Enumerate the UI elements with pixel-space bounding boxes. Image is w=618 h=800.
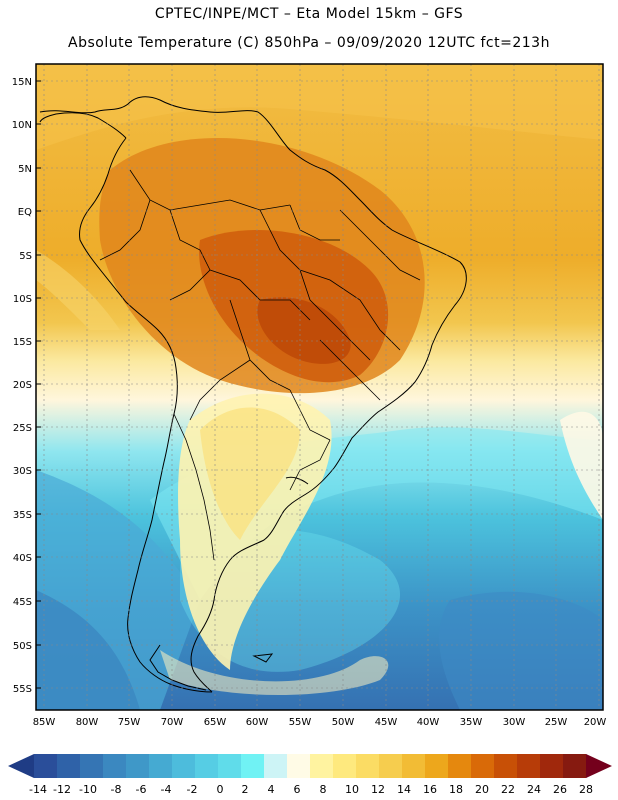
lon-label: 70W	[161, 717, 184, 728]
lat-label: EQ	[18, 207, 32, 218]
lon-label: 85W	[33, 717, 56, 728]
lat-label: 25S	[13, 423, 32, 434]
colorbar-label: 16	[423, 783, 437, 796]
colorbar-swatch	[402, 754, 426, 778]
colorbar-low-arrow	[8, 754, 34, 778]
colorbar-swatch	[425, 754, 449, 778]
title-line-1: CPTEC/INPE/MCT – Eta Model 15km – GFS	[154, 6, 464, 22]
colorbar-label: -4	[161, 783, 172, 796]
lon-label: 20W	[584, 717, 607, 728]
country-borders	[99, 169, 421, 561]
colorbar-swatch	[471, 754, 495, 778]
colorbar-label: 12	[371, 783, 385, 796]
colorbar-swatch	[103, 754, 127, 778]
lat-label: 45S	[13, 597, 32, 608]
colorbar-label: 22	[501, 783, 515, 796]
lat-label: 50S	[13, 641, 32, 652]
lat-label: 15S	[13, 337, 32, 348]
lon-label: 65W	[204, 717, 227, 728]
colorbar-swatch	[310, 754, 334, 778]
colorbar-swatch	[241, 754, 265, 778]
colorbar-label: 8	[320, 783, 327, 796]
lon-labels: 85W 80W 75W 70W 65W 60W 55W 50W 45W 40W …	[33, 717, 607, 728]
lat-labels: 15N 10N 5N EQ 5S 10S 15S 20S 25S 30S 35S…	[12, 77, 32, 695]
lat-label: 5N	[18, 164, 32, 175]
lon-label: 35W	[460, 717, 483, 728]
colorbar-swatch	[356, 754, 380, 778]
colorbar-label: 18	[449, 783, 463, 796]
lat-label: 20S	[13, 380, 32, 391]
colorbar-swatch	[448, 754, 472, 778]
colorbar-swatch	[149, 754, 173, 778]
lon-label: 80W	[76, 717, 99, 728]
colorbar-label: 6	[294, 783, 301, 796]
lat-label: 15N	[12, 77, 32, 88]
colorbar-swatch	[80, 754, 104, 778]
colorbar-label: 10	[345, 783, 359, 796]
colorbar-swatch	[34, 754, 58, 778]
colorbar-label: -14	[29, 783, 47, 796]
colorbar-swatch	[563, 754, 587, 778]
colorbar-label: 28	[579, 783, 593, 796]
colorbar-high-arrow	[586, 754, 612, 778]
lon-label: 60W	[246, 717, 269, 728]
colorbar-swatch	[172, 754, 196, 778]
colorbar-label: -6	[136, 783, 147, 796]
colorbar-swatch	[287, 754, 311, 778]
colorbar: -14 -12 -10 -8 -6 -4 -2 0 2 4 6 8 10 12 …	[8, 754, 612, 796]
lat-label: 55S	[13, 684, 32, 695]
colorbar-label: -10	[79, 783, 97, 796]
colorbar-label: 2	[242, 783, 249, 796]
colorbar-swatch	[494, 754, 518, 778]
lat-label: 5S	[19, 251, 32, 262]
colorbar-swatch	[195, 754, 219, 778]
colorbar-label: 26	[553, 783, 567, 796]
colorbar-label: 0	[217, 783, 224, 796]
lon-label: 45W	[375, 717, 398, 728]
map-frame	[35, 63, 604, 711]
colorbar-swatch	[540, 754, 564, 778]
lon-label: 55W	[289, 717, 312, 728]
colorbar-labels: -14 -12 -10 -8 -6 -4 -2 0 2 4 6 8 10 12 …	[29, 783, 593, 796]
lon-label: 40W	[417, 717, 440, 728]
colorbar-swatch	[333, 754, 357, 778]
colorbar-swatch	[218, 754, 242, 778]
lat-label: 35S	[13, 510, 32, 521]
colorbar-swatch	[379, 754, 403, 778]
colorbar-swatch	[264, 754, 288, 778]
lat-label: 40S	[13, 553, 32, 564]
colorbar-boxes	[34, 754, 587, 778]
colorbar-swatch	[517, 754, 541, 778]
lat-ticks	[36, 80, 41, 689]
coastline	[39, 96, 467, 693]
lon-label: 30W	[503, 717, 526, 728]
colorbar-label: 14	[397, 783, 411, 796]
lon-label: 75W	[118, 717, 141, 728]
lon-label: 50W	[332, 717, 355, 728]
lat-label: 30S	[13, 466, 32, 477]
colorbar-label: 20	[475, 783, 489, 796]
colorbar-label: -12	[53, 783, 71, 796]
colorbar-label: 24	[527, 783, 541, 796]
lat-label: 10N	[12, 120, 32, 131]
temperature-field	[36, 64, 603, 710]
title-line-2: Absolute Temperature (C) 850hPa – 09/09/…	[68, 35, 550, 51]
colorbar-label: -2	[187, 783, 198, 796]
lat-label: 10S	[13, 294, 32, 305]
colorbar-swatch	[57, 754, 81, 778]
lon-label: 25W	[545, 717, 568, 728]
colorbar-label: -8	[111, 783, 122, 796]
colorbar-label: 4	[268, 783, 275, 796]
colorbar-swatch	[126, 754, 150, 778]
